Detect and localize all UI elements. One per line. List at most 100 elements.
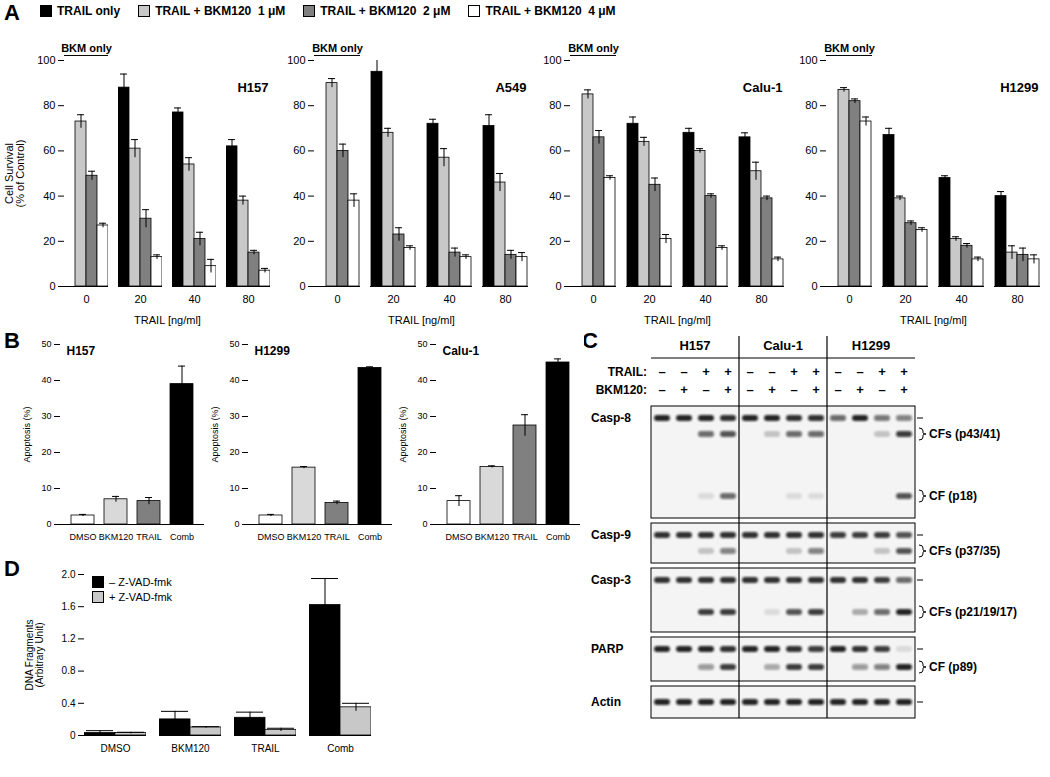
svg-text:10: 10 <box>417 483 427 493</box>
svg-text:+: + <box>702 364 710 379</box>
svg-text:+: + <box>900 364 908 379</box>
svg-text:–: – <box>746 382 753 397</box>
svg-text:+: + <box>790 364 798 379</box>
svg-text:–: – <box>658 364 665 379</box>
svg-text:80: 80 <box>242 293 254 305</box>
svg-text:Comb: Comb <box>546 532 570 542</box>
svg-text:+: + <box>812 364 820 379</box>
svg-text:0.4: 0.4 <box>62 698 76 709</box>
svg-text:0: 0 <box>83 293 89 305</box>
svg-text:H1299: H1299 <box>852 338 890 353</box>
svg-text:Comb: Comb <box>327 743 354 754</box>
svg-text:H157: H157 <box>679 338 710 353</box>
svg-text:20: 20 <box>229 447 239 457</box>
svg-text:Comb: Comb <box>358 532 382 542</box>
svg-text:DMSO: DMSO <box>70 532 97 542</box>
svg-text:Apoptosis (%): Apoptosis (%) <box>22 406 32 462</box>
svg-text:–: – <box>746 364 753 379</box>
svg-text:40: 40 <box>805 190 817 202</box>
svg-text:TRAIL: TRAIL <box>251 743 280 754</box>
svg-text:CFs (p21/19/17): CFs (p21/19/17) <box>929 605 1017 619</box>
svg-text:0: 0 <box>422 519 427 529</box>
svg-text:BKM only: BKM only <box>61 42 113 54</box>
svg-text:0: 0 <box>46 519 51 529</box>
svg-text:20: 20 <box>43 235 55 247</box>
svg-text:1.2: 1.2 <box>62 633 76 644</box>
svg-text:TRAIL [ng/ml]: TRAIL [ng/ml] <box>900 314 967 326</box>
svg-text:100: 100 <box>37 54 55 66</box>
svg-text:40: 40 <box>443 293 455 305</box>
svg-text:30: 30 <box>417 411 427 421</box>
svg-text:20: 20 <box>387 293 399 305</box>
svg-text:TRAIL: TRAIL <box>512 532 538 542</box>
svg-text:–: – <box>834 382 841 397</box>
svg-text:80: 80 <box>43 99 55 111</box>
svg-text:Calu-1: Calu-1 <box>443 344 480 358</box>
svg-text:80: 80 <box>293 99 305 111</box>
svg-text:H1299: H1299 <box>255 344 291 358</box>
svg-text:60: 60 <box>549 144 561 156</box>
svg-text:Cell Survival(% of Control): Cell Survival(% of Control) <box>3 140 26 208</box>
svg-text:TRAIL [ng/ml]: TRAIL [ng/ml] <box>644 314 711 326</box>
svg-text:80: 80 <box>805 99 817 111</box>
svg-text:10: 10 <box>41 483 51 493</box>
svg-text:1.6: 1.6 <box>62 601 76 612</box>
svg-text:20: 20 <box>134 293 146 305</box>
svg-text:20: 20 <box>899 293 911 305</box>
svg-text:50: 50 <box>229 339 239 349</box>
svg-text:+: + <box>878 364 886 379</box>
svg-text:2.0: 2.0 <box>62 569 76 580</box>
svg-text:Calu-1: Calu-1 <box>763 338 803 353</box>
svg-text:80: 80 <box>1011 293 1023 305</box>
svg-text:+: + <box>812 382 820 397</box>
svg-text:BKM120:: BKM120: <box>596 383 647 397</box>
svg-text:BKM only: BKM only <box>824 42 876 54</box>
svg-text:20: 20 <box>293 235 305 247</box>
svg-text:30: 30 <box>229 411 239 421</box>
svg-text:–: – <box>856 364 863 379</box>
svg-text:DMSO: DMSO <box>101 743 131 754</box>
svg-text:40: 40 <box>293 190 305 202</box>
svg-text:–: – <box>680 364 687 379</box>
svg-text:Casp-9: Casp-9 <box>591 528 631 542</box>
svg-text:–: – <box>702 382 709 397</box>
svg-text:20: 20 <box>643 293 655 305</box>
svg-text:–: – <box>878 382 885 397</box>
svg-text:Apoptosis (%): Apoptosis (%) <box>210 406 220 462</box>
svg-text:0.8: 0.8 <box>62 665 76 676</box>
svg-text:CFs (p43/41): CFs (p43/41) <box>929 427 1000 441</box>
svg-text:40: 40 <box>229 375 239 385</box>
svg-text:BKM only: BKM only <box>312 42 364 54</box>
svg-text:BKM120: BKM120 <box>287 532 322 542</box>
svg-text:40: 40 <box>549 190 561 202</box>
svg-text:CFs (p37/35): CFs (p37/35) <box>929 544 1000 558</box>
svg-text:40: 40 <box>955 293 967 305</box>
svg-text:DMSO: DMSO <box>258 532 285 542</box>
svg-text:40: 40 <box>43 190 55 202</box>
svg-text:+: + <box>680 382 688 397</box>
svg-text:Apoptosis (%): Apoptosis (%) <box>398 406 408 462</box>
svg-text:Calu-1: Calu-1 <box>743 80 783 95</box>
svg-text:CF (p89): CF (p89) <box>929 660 977 674</box>
svg-text:100: 100 <box>287 54 305 66</box>
svg-text:A549: A549 <box>495 80 526 95</box>
svg-text:80: 80 <box>499 293 511 305</box>
svg-text:0: 0 <box>846 293 852 305</box>
svg-text:60: 60 <box>43 144 55 156</box>
svg-text:30: 30 <box>41 411 51 421</box>
svg-text:Comb: Comb <box>170 532 194 542</box>
svg-text:40: 40 <box>188 293 200 305</box>
svg-text:20: 20 <box>549 235 561 247</box>
svg-text:60: 60 <box>805 144 817 156</box>
svg-text:0: 0 <box>555 280 561 292</box>
svg-text:TRAIL [ng/ml]: TRAIL [ng/ml] <box>134 314 201 326</box>
svg-text:Casp-3: Casp-3 <box>591 573 631 587</box>
svg-text:100: 100 <box>799 54 817 66</box>
svg-text:+: + <box>768 382 776 397</box>
svg-text:Casp-8: Casp-8 <box>591 411 631 425</box>
svg-text:PARP: PARP <box>591 642 623 656</box>
svg-text:20: 20 <box>417 447 427 457</box>
svg-text:40: 40 <box>417 375 427 385</box>
svg-text:–: – <box>768 364 775 379</box>
svg-text:BKM120: BKM120 <box>475 532 510 542</box>
